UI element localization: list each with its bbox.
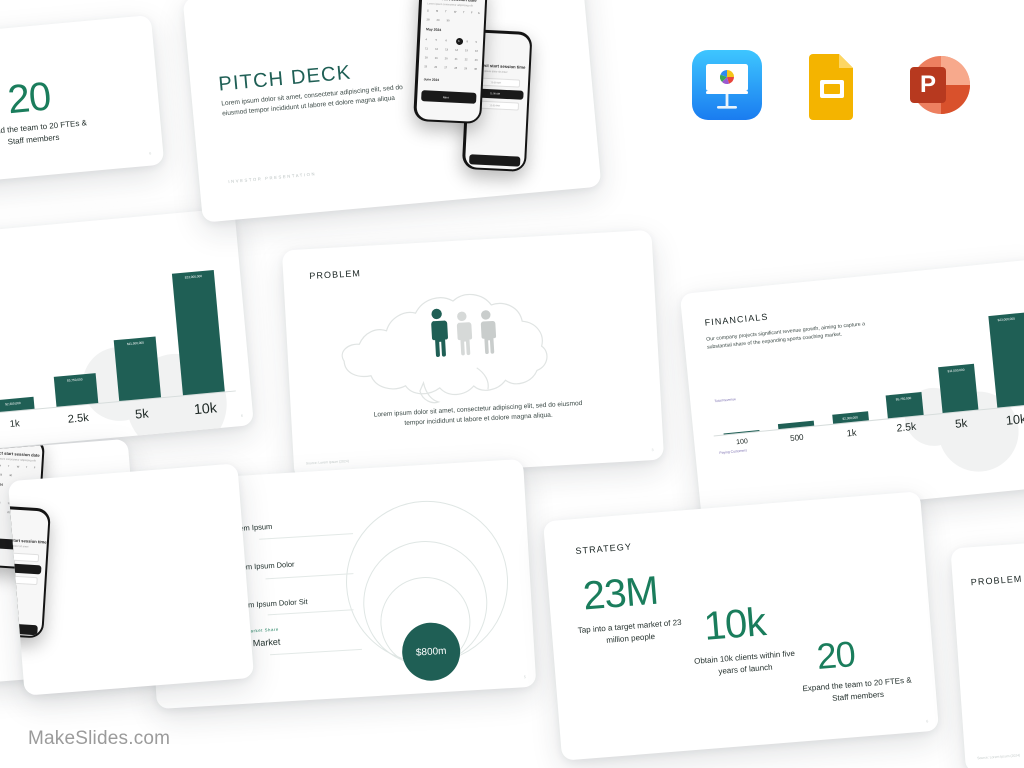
- phone1-selected-day-label: 6: [457, 39, 460, 43]
- phone1-next-month-label: June 2024: [423, 76, 440, 82]
- strategy-stat-caption: Obtain 10k clients within five years of …: [693, 648, 796, 676]
- problem-right-title: PROBLEM: [970, 573, 1023, 588]
- phone-mockup-date-picker: Select start session date Lorem ipsum co…: [413, 0, 488, 125]
- chart-bar: $5,750,000: [885, 392, 924, 419]
- chart-bar: $23,000,000: [987, 312, 1024, 408]
- page-number: 6: [149, 151, 152, 156]
- chart-bar-value-label: $5,750,000: [895, 396, 912, 402]
- site-watermark: MakeSlides.com: [28, 728, 171, 749]
- phone-subtext: Lorem ipsum consectetur adipiscing elit: [0, 456, 36, 463]
- chart-category-label: 2.5k: [896, 421, 917, 435]
- strategy-stat-number: 10k: [702, 600, 768, 649]
- financials-left-bar-chart: $2,300,000 1k $5,750,000 2.5k $11,500,000 5k $…: [0, 269, 236, 430]
- person-icon-muted: [479, 310, 497, 355]
- market-leader-line: [267, 609, 354, 616]
- phone1-month-label: May 2024: [426, 26, 442, 32]
- phone2-cta-button: [468, 153, 520, 167]
- problem-title: PROBLEM: [309, 268, 362, 282]
- strategy-stat-number: 23M: [581, 568, 660, 619]
- phone2-option-2-label: 11:00 AM: [489, 92, 500, 96]
- pitch-deck-footer: INVESTOR PRESENTATION: [228, 171, 317, 185]
- slide-strategy[interactable]: STRATEGY 23M Tap into a target market of …: [542, 491, 940, 761]
- chart-bar: $11,500,000: [937, 363, 978, 414]
- chart-category-label: 1k: [9, 418, 21, 431]
- strategy-stat-number: 20: [815, 633, 857, 677]
- chart-bar-value-label: $11,500,000: [126, 340, 145, 347]
- slide-strategy-topleft-partial[interactable]: k s within nch 20 Expand the team to 20 …: [0, 14, 165, 188]
- chart-x-axis-label: Paying Customers: [719, 448, 748, 455]
- page-number: 3: [651, 448, 654, 453]
- page-number: 5: [523, 675, 526, 680]
- apple-keynote-icon[interactable]: [690, 48, 764, 122]
- chart-category-label: 10k: [1005, 410, 1024, 428]
- slide-problem[interactable]: PROBLEM Lorem ipsum dolor sit amet, cons…: [281, 229, 665, 481]
- chart-bar-value-label: $2,300,000: [4, 400, 21, 407]
- chart-bar-value-label: $23,000,000: [184, 274, 203, 280]
- chart-category-label: 1k: [846, 427, 857, 439]
- market-leader-line: [265, 573, 354, 580]
- strategy-stat-caption: Tap into a target market of 23 million p…: [577, 617, 682, 645]
- chart-bar-value-label: $5,750,000: [66, 376, 83, 383]
- person-icon-highlighted: [430, 308, 448, 357]
- microsoft-powerpoint-icon[interactable]: P: [900, 48, 974, 122]
- market-leader-line: [259, 533, 354, 540]
- person-icon-muted: [455, 311, 473, 356]
- financials-title: FINANCIALS: [704, 311, 769, 328]
- phone1-subtext: Lorem ipsum consectetur adipiscing elit: [427, 1, 473, 8]
- chart-bar: $23,000,000: [172, 269, 225, 396]
- strategy-stat-caption: Expand the team to 20 FTEs & Staff membe…: [802, 675, 912, 703]
- chart-bar-value-label: $23,000,000: [997, 316, 1016, 323]
- google-slides-icon[interactable]: [795, 48, 869, 122]
- phone1-next-button-label: Next: [442, 94, 449, 99]
- phone-month-label: May 2024: [0, 481, 4, 487]
- chart-category-label: 2.5k: [67, 411, 90, 426]
- slide-pitch-deck[interactable]: PITCH DECK Lorem ipsum dolor sit amet, c…: [182, 0, 602, 223]
- phone2-option-3-label: 12:00 PM: [489, 103, 500, 108]
- slide-financials-left-partial[interactable]: ue growth, aiming to nding sports coachi…: [0, 207, 254, 467]
- chart-category-label: 100: [735, 438, 749, 447]
- chart-bar: $11,500,000: [114, 336, 162, 402]
- chart-bar: $5,750,000: [53, 372, 98, 407]
- chart-category-label: 5k: [954, 416, 968, 431]
- chart-category-label: 500: [789, 432, 805, 444]
- chart-bar: $2,300,000: [831, 411, 869, 424]
- slide-pitch-deck-bottomleft-front[interactable]: Select start session time Lorem ipsum do…: [7, 463, 255, 696]
- phone-heading: Select start session date: [0, 449, 40, 458]
- chart-bar-value-label: $2,300,000: [842, 415, 859, 421]
- problem-right-source: Source: Lorem Ipsum (2024): [976, 753, 1021, 761]
- chart-bar-value-label: $11,500,000: [947, 367, 965, 374]
- chart-category-label: 10k: [193, 400, 218, 419]
- page-number: 6: [240, 413, 244, 419]
- strategy-stat-number-20: 20: [5, 74, 53, 123]
- map-outline-icon: [341, 293, 548, 404]
- strategy-title: STRATEGY: [575, 541, 633, 557]
- chart-category-label: 5k: [134, 406, 150, 422]
- problem-source: Source: Lorem Ipsum (2024): [305, 459, 349, 466]
- slide-problem-right-partial[interactable]: PROBLEM Source: Lorem Ipsum (2024): [950, 531, 1024, 768]
- supported-app-icons: P: [690, 40, 990, 136]
- svg-text:P: P: [920, 71, 936, 98]
- page-number: 6: [926, 719, 929, 724]
- phone2-option-1-label: 10:00 AM: [490, 80, 501, 85]
- market-leader-line: [270, 648, 362, 656]
- slide-financials[interactable]: FINANCIALS Our company projects signific…: [679, 258, 1024, 522]
- phone-heading: Select start session time: [8, 536, 47, 545]
